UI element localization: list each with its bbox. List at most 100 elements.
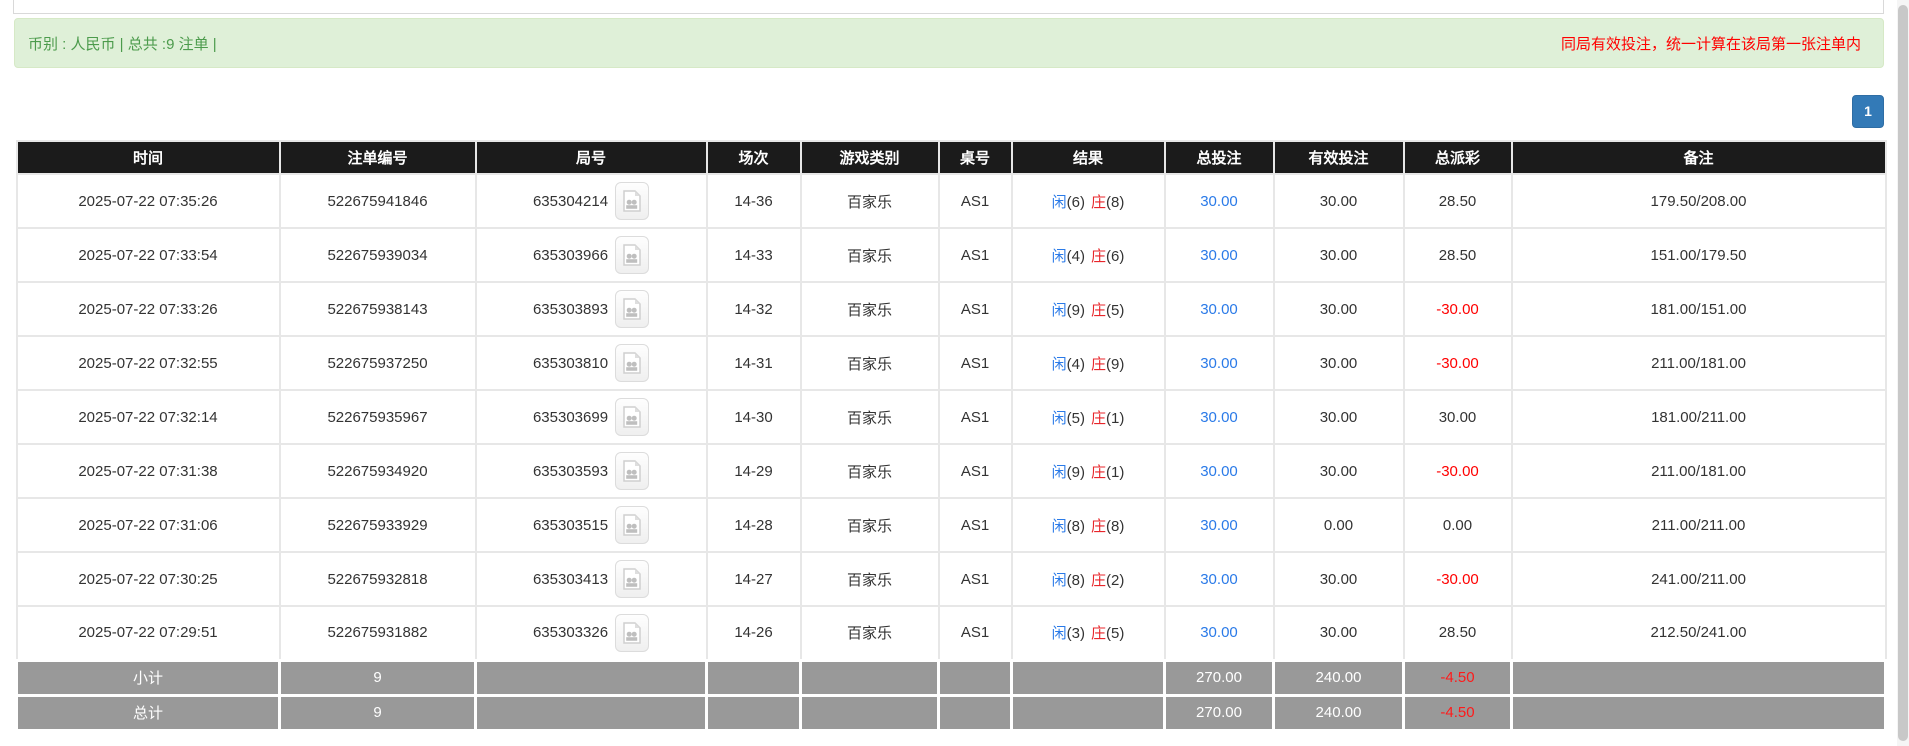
- banker-result-label: 庄: [1091, 625, 1107, 643]
- video-replay-button[interactable]: [615, 236, 650, 274]
- page-content: 币别 : 人民币 | 总共 :9 注单 | 同局有效投注，统一计算在该局第一张注…: [13, 0, 1887, 732]
- banker-result-score: (8): [1106, 193, 1125, 211]
- total-bet-link[interactable]: 30.00: [1200, 570, 1238, 588]
- video-replay-button[interactable]: [615, 560, 650, 598]
- video-replay-button[interactable]: [615, 344, 650, 382]
- cell-payout: 30.00: [1402, 389, 1513, 445]
- banker-result-label: 庄: [1091, 463, 1107, 481]
- table-row: 2025-07-22 07:29:51 522675931882 6353033…: [15, 605, 1887, 661]
- table-row: 2025-07-22 07:33:54 522675939034 6353039…: [15, 227, 1887, 283]
- cell-time: 2025-07-22 07:30:25: [15, 551, 281, 607]
- table-row: 2025-07-22 07:35:26 522675941846 6353042…: [15, 173, 1887, 229]
- cell-session: 14-31: [705, 335, 802, 391]
- table-header: 时间 注单编号 局号 场次 游戏类别 桌号 结果 总投注 有效投注 总派彩 备注: [15, 140, 1887, 175]
- cell-valid-bet: 30.00: [1272, 605, 1405, 661]
- video-replay-button[interactable]: [615, 613, 650, 652]
- cell-game-type: 百家乐: [799, 605, 940, 661]
- cell-time: 2025-07-22 07:32:55: [15, 335, 281, 391]
- cell-bet-id: 522675941846: [278, 173, 477, 229]
- cell-session: 14-36: [705, 173, 802, 229]
- total-bet-link[interactable]: 30.00: [1200, 246, 1238, 264]
- player-result-score: (9): [1066, 463, 1085, 481]
- cell-valid-bet: 30.00: [1272, 551, 1405, 607]
- page-1-button[interactable]: 1: [1852, 95, 1884, 128]
- cell-game-type: 百家乐: [799, 551, 940, 607]
- banker-result-label: 庄: [1091, 571, 1107, 589]
- grand-total-empty-cell: [474, 693, 708, 732]
- video-replay-button[interactable]: [615, 452, 650, 490]
- player-result-label: 闲: [1051, 193, 1067, 211]
- panel-bottom-edge: [13, 0, 1884, 14]
- cell-time: 2025-07-22 07:33:54: [15, 227, 281, 283]
- total-bet-link[interactable]: 30.00: [1200, 516, 1238, 534]
- cell-round-id: 635303893: [474, 281, 708, 337]
- total-bet-link[interactable]: 30.00: [1200, 462, 1238, 480]
- round-id-text: 635303893: [532, 300, 609, 318]
- cell-result: 闲(9) 庄(1): [1010, 443, 1166, 499]
- video-replay-button[interactable]: [615, 182, 650, 220]
- header-table-no: 桌号: [937, 140, 1013, 175]
- cell-result: 闲(9) 庄(5): [1010, 281, 1166, 337]
- cell-valid-bet: 30.00: [1272, 227, 1405, 283]
- cell-result: 闲(4) 庄(9): [1010, 335, 1166, 391]
- video-file-icon: [623, 352, 641, 374]
- cell-remark: 179.50/208.00: [1510, 173, 1887, 229]
- cell-bet-id: 522675932818: [278, 551, 477, 607]
- video-replay-button[interactable]: [615, 398, 650, 436]
- banker-result-label: 庄: [1091, 355, 1107, 373]
- cell-round-id: 635303966: [474, 227, 708, 283]
- cell-payout: -30.00: [1402, 443, 1513, 499]
- header-payout: 总派彩: [1402, 140, 1513, 175]
- total-bet-link[interactable]: 30.00: [1200, 354, 1238, 372]
- total-bet-link[interactable]: 30.00: [1200, 624, 1238, 642]
- total-bet-link[interactable]: 30.00: [1200, 408, 1238, 426]
- banker-result-label: 庄: [1091, 517, 1107, 535]
- cell-bet-id: 522675934920: [278, 443, 477, 499]
- cell-game-type: 百家乐: [799, 443, 940, 499]
- round-id-text: 635303515: [532, 516, 609, 534]
- header-time: 时间: [15, 140, 281, 175]
- valid-bet-notice-text: 同局有效投注，统一计算在该局第一张注单内: [1560, 35, 1861, 53]
- player-result-score: (4): [1066, 247, 1085, 265]
- cell-remark: 211.00/181.00: [1510, 443, 1887, 499]
- grand-total-empty-cell: [705, 693, 802, 732]
- cell-time: 2025-07-22 07:33:26: [15, 281, 281, 337]
- cell-total-bet: 30.00: [1163, 389, 1275, 445]
- header-remark: 备注: [1510, 140, 1887, 175]
- total-bet-link[interactable]: 30.00: [1200, 300, 1238, 318]
- cell-table-no: AS1: [937, 443, 1013, 499]
- video-replay-button[interactable]: [615, 290, 650, 328]
- video-file-icon: [623, 190, 641, 212]
- cell-payout: -30.00: [1402, 335, 1513, 391]
- player-result-label: 闲: [1051, 247, 1067, 265]
- cell-bet-id: 522675935967: [278, 389, 477, 445]
- round-id-text: 635303699: [532, 408, 609, 426]
- subtotal-empty-cell: [705, 658, 802, 697]
- cell-time: 2025-07-22 07:31:06: [15, 497, 281, 553]
- scrollbar-thumb[interactable]: [1898, 5, 1908, 741]
- cell-game-type: 百家乐: [799, 227, 940, 283]
- table-row: 2025-07-22 07:32:55 522675937250 6353038…: [15, 335, 1887, 391]
- subtotal-payout: -4.50: [1402, 658, 1513, 697]
- subtotal-empty-cell: [937, 658, 1013, 697]
- cell-total-bet: 30.00: [1163, 443, 1275, 499]
- subtotal-empty-cell: [1010, 658, 1166, 697]
- cell-table-no: AS1: [937, 281, 1013, 337]
- cell-result: 闲(4) 庄(6): [1010, 227, 1166, 283]
- cell-session: 14-27: [705, 551, 802, 607]
- cell-table-no: AS1: [937, 605, 1013, 661]
- total-bet-link[interactable]: 30.00: [1200, 192, 1238, 210]
- round-id-text: 635303810: [532, 354, 609, 372]
- cell-session: 14-30: [705, 389, 802, 445]
- subtotal-label: 小计: [15, 658, 281, 697]
- cell-game-type: 百家乐: [799, 389, 940, 445]
- grand-total-empty-cell: [799, 693, 940, 732]
- subtotal-valid-bet: 240.00: [1272, 658, 1405, 697]
- player-result-label: 闲: [1051, 355, 1067, 373]
- cell-round-id: 635303515: [474, 497, 708, 553]
- pagination: 1: [13, 95, 1884, 128]
- player-result-label: 闲: [1051, 463, 1067, 481]
- video-replay-button[interactable]: [615, 506, 650, 544]
- cell-total-bet: 30.00: [1163, 605, 1275, 661]
- player-result-label: 闲: [1051, 301, 1067, 319]
